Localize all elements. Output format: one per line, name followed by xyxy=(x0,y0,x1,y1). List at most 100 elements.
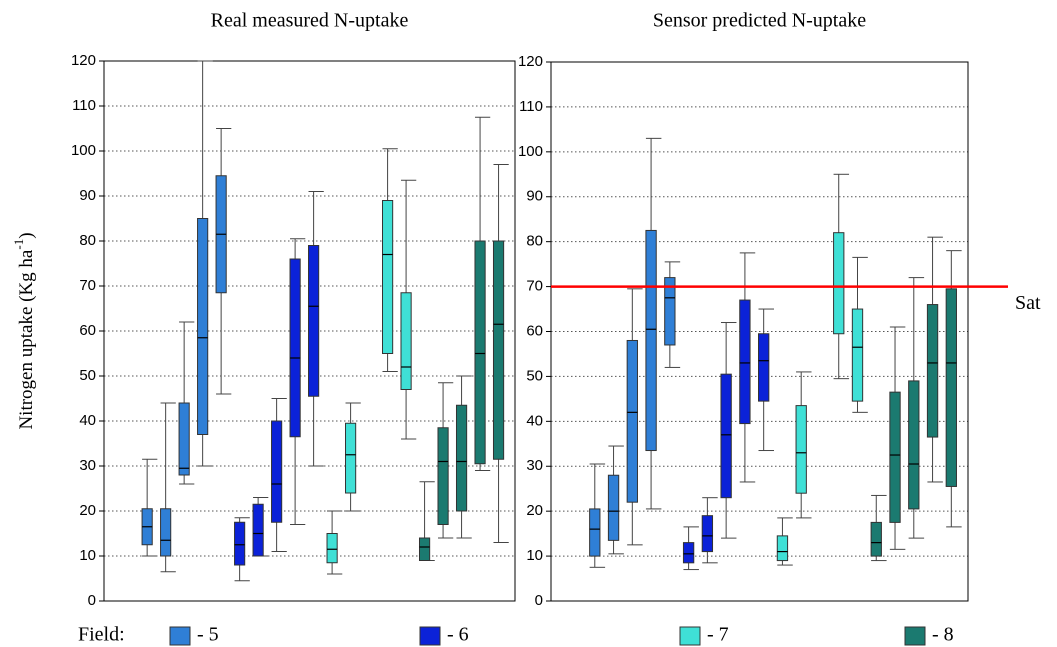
box xyxy=(437,382,454,539)
box-body xyxy=(197,218,209,435)
y-tick-label: 10 xyxy=(79,547,96,564)
box-body xyxy=(418,537,431,561)
box xyxy=(795,371,812,519)
y-tick-label: 30 xyxy=(79,457,96,474)
y-axis-label-end: ) xyxy=(16,232,37,238)
y-tick-label: 80 xyxy=(79,232,96,249)
box-body xyxy=(645,229,657,452)
box xyxy=(178,321,195,485)
y-tick-label: 40 xyxy=(79,412,96,429)
box xyxy=(945,250,962,528)
box xyxy=(664,261,681,368)
box-body xyxy=(945,288,957,487)
box xyxy=(474,116,491,471)
plot-frame xyxy=(103,60,516,602)
box xyxy=(926,236,943,483)
box-body xyxy=(870,521,882,557)
legend-swatch xyxy=(904,626,926,646)
box-body xyxy=(271,420,283,523)
y-tick-label: 100 xyxy=(71,142,96,159)
y-tick-label: 0 xyxy=(88,592,96,609)
y-tick-label: 110 xyxy=(519,98,543,115)
y-tick-label: 40 xyxy=(526,412,543,429)
box xyxy=(197,60,213,467)
box-body xyxy=(289,258,301,438)
box-body xyxy=(795,405,807,494)
box-body xyxy=(833,232,845,335)
box xyxy=(908,277,925,539)
legend-swatch xyxy=(419,626,441,646)
box-body xyxy=(720,373,732,499)
box-body xyxy=(926,304,939,438)
y-tick-label: 110 xyxy=(72,97,96,114)
box-body xyxy=(234,521,246,566)
box xyxy=(271,398,287,552)
box-body xyxy=(851,308,864,402)
box xyxy=(492,164,509,543)
y-tick-label: 70 xyxy=(79,277,96,294)
y-tick-label: 100 xyxy=(518,143,543,160)
y-tick-label: 60 xyxy=(526,322,543,339)
box-body xyxy=(589,508,601,557)
y-axis-label: Nitrogen uptake (Kg ha-1) xyxy=(11,232,37,429)
legend-label: - 5 xyxy=(197,624,219,646)
y-tick-label: 10 xyxy=(526,547,543,564)
legend-label: - 8 xyxy=(932,624,954,646)
y-tick-label: 120 xyxy=(71,52,96,69)
y-tick-label: 60 xyxy=(79,322,96,339)
legend-label: - 7 xyxy=(707,624,729,646)
box-body xyxy=(474,240,486,465)
y-tick-label: 80 xyxy=(526,233,543,250)
box-body xyxy=(178,402,190,476)
box xyxy=(758,308,774,452)
box-body xyxy=(252,503,264,557)
box xyxy=(682,526,699,571)
y-tick-label: 20 xyxy=(526,502,543,519)
legend-swatch xyxy=(169,626,191,646)
legend-label: - 6 xyxy=(447,624,469,646)
box xyxy=(160,402,176,573)
box-body xyxy=(701,515,714,553)
box-body xyxy=(739,299,751,425)
box xyxy=(400,179,417,440)
box-body xyxy=(326,533,338,564)
y-tick-label: 20 xyxy=(79,502,96,519)
box xyxy=(215,128,232,395)
box xyxy=(345,402,361,512)
legend-title: Field: xyxy=(78,624,125,646)
box xyxy=(382,148,398,372)
box xyxy=(418,481,435,561)
box-body xyxy=(382,200,394,354)
box-body xyxy=(607,474,620,541)
box xyxy=(455,375,472,539)
y-tick-label: 30 xyxy=(526,457,543,474)
box xyxy=(889,326,906,550)
box-body xyxy=(160,508,172,557)
y-tick-label: 90 xyxy=(79,187,96,204)
box-body xyxy=(437,427,449,525)
y-tick-label: 50 xyxy=(526,367,543,384)
box-body xyxy=(626,339,638,503)
reference-label: Sat xyxy=(1015,292,1041,314)
box xyxy=(289,238,306,525)
box xyxy=(851,256,868,413)
box xyxy=(607,445,624,555)
y-tick-label: 50 xyxy=(79,367,96,384)
y-tick-label: 70 xyxy=(526,278,543,295)
box xyxy=(589,463,606,568)
box-body xyxy=(776,535,789,562)
y-axis-label-main: Nitrogen uptake (Kg ha xyxy=(16,249,37,429)
y-axis-label-sup: -1 xyxy=(11,239,26,250)
box-body xyxy=(908,380,920,510)
box-body xyxy=(682,542,695,564)
box-body xyxy=(345,422,357,494)
box xyxy=(626,288,643,546)
box xyxy=(234,517,250,582)
box-body xyxy=(664,277,676,346)
chart-title: Sensor predicted N-uptake xyxy=(653,10,866,32)
box xyxy=(141,458,158,557)
box-body xyxy=(400,292,412,390)
box-body xyxy=(455,404,468,512)
box-body xyxy=(889,391,901,523)
box-body xyxy=(492,240,505,460)
